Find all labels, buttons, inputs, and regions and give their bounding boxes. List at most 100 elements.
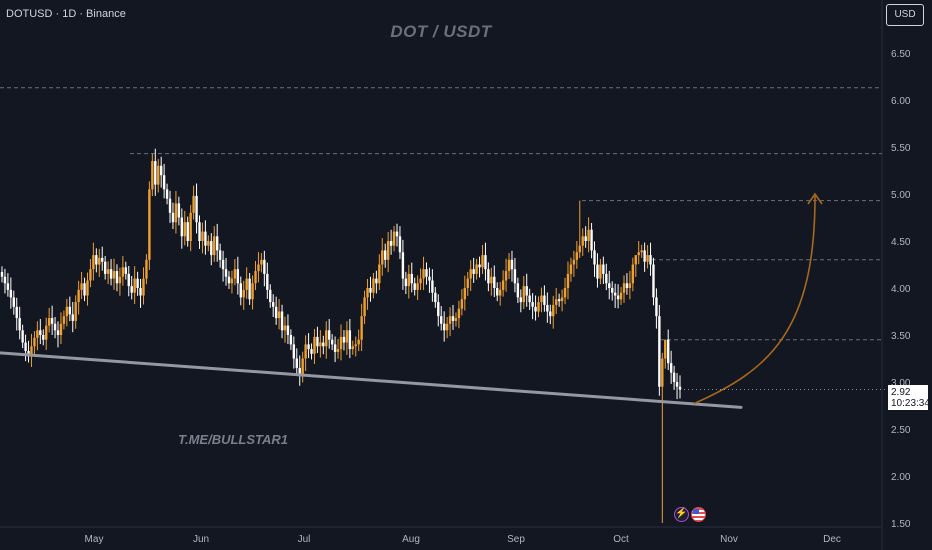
candle-body [357,339,360,345]
candle-body [348,330,352,350]
candle-body [507,259,511,272]
candle-body [572,259,576,265]
bar-countdown: 10:23:34 [891,398,930,409]
candle-body [369,288,372,293]
candle-body [136,278,139,288]
candle-body [269,289,272,303]
candle-body [112,271,116,279]
candle-body [192,195,195,213]
candle-body [646,255,649,262]
candle-body [316,336,319,347]
candle-body [27,350,30,356]
candle-body [198,222,201,241]
candle-body [80,283,83,290]
candle-body [413,283,416,290]
candle-body [154,161,157,185]
candle-body [664,339,667,359]
candle-body [213,236,216,256]
candle-body [490,276,493,284]
candle-body [649,255,652,265]
candle-body [121,267,125,277]
candle-body [127,273,130,287]
x-tick-label: Jun [193,534,209,545]
candle-body [339,336,343,350]
candle-body [65,306,69,317]
candle-body [672,372,676,382]
candle-body [428,276,431,281]
candle-body [611,288,614,293]
candle-body [513,269,517,284]
y-tick-label: 3.50 [891,331,911,342]
candle-body [354,344,357,347]
candle-body [605,273,608,284]
candle-body [330,339,334,345]
x-tick-label: Aug [402,534,420,545]
candle-body [162,175,166,190]
candle-body [510,259,514,270]
candle-body [263,259,266,274]
candle-body [445,323,449,331]
candle-body [442,323,446,331]
last-price-value: 2.92 [891,387,911,398]
lightning-icon[interactable]: ⚡ [674,507,689,522]
candle-body [133,278,136,293]
candle-body [272,302,275,307]
candle-body [466,278,469,288]
candle-body [333,344,337,352]
candle-body [637,252,640,256]
currency-selector-button[interactable]: USD [886,4,924,26]
candle-body [215,236,219,251]
candle-body [280,311,284,331]
candle-body [207,241,210,246]
candle-body [319,342,322,347]
candle-body [481,255,484,268]
chart-title: DOT / USDT [390,22,492,41]
y-tick-label: 2.50 [891,425,911,436]
symbol-info[interactable]: DOTUSD · 1D · Binance [6,8,126,20]
candle-body [640,250,643,253]
candle-body [407,273,410,287]
us-flag-icon[interactable] [691,507,706,522]
candle-body [221,259,225,270]
candle-body [342,336,346,343]
candle-body [289,335,293,345]
candle-body [404,278,408,287]
candle-body [42,335,45,340]
candle-body [457,308,461,319]
candle-body [180,217,184,237]
watermark-text: T.ME/BULLSTAR1 [178,432,289,447]
candle-body [516,283,520,298]
candle-body [98,257,101,265]
candle-body [189,212,192,241]
projection-arrow-curve [693,195,816,405]
candle-body [584,236,587,241]
candle-body [472,269,475,274]
candle-body [351,346,354,350]
candle-body [286,325,290,335]
candle-body [563,288,567,298]
candle-body [667,339,670,364]
y-tick-label: 3.00 [891,378,911,389]
candle-body [478,264,481,268]
candle-body [174,203,178,223]
candle-body [186,222,189,241]
candle-body [552,304,555,317]
candle-body [336,349,340,352]
candle-body [422,269,425,279]
candle-body [416,283,419,290]
candle-body [59,323,63,335]
candle-body [616,295,620,300]
x-tick-label: Dec [823,534,841,545]
candle-body [437,302,440,317]
candle-body [298,367,301,375]
candle-body [92,255,95,270]
candle-body [103,261,107,274]
candle-body [277,311,281,319]
candle-body [21,330,24,343]
candle-body [304,344,307,359]
candle-body [389,241,393,246]
candle-body [419,278,422,284]
candle-body [3,276,7,284]
candle-body [130,286,133,293]
